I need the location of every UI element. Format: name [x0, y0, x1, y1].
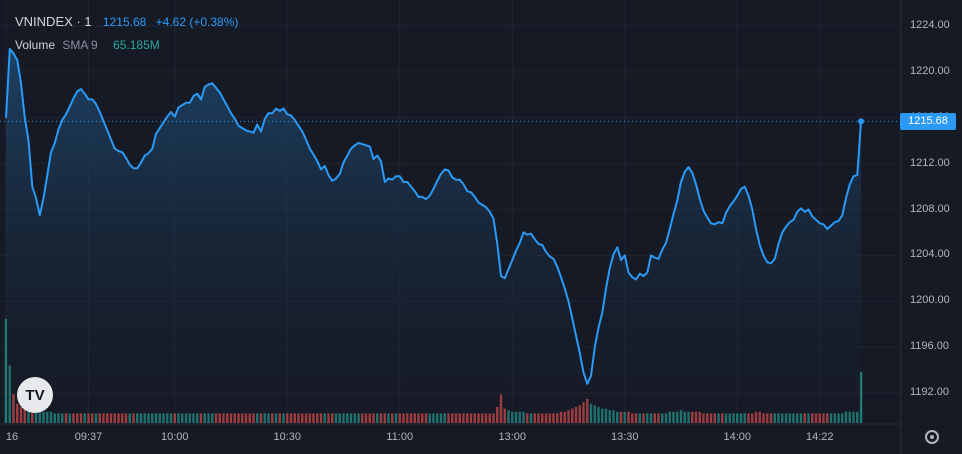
time-axis-label: 09:37 [74, 431, 103, 443]
legend-volume: Volume SMA 9 65.185M [15, 38, 160, 52]
gear-icon[interactable] [925, 430, 939, 444]
volume-value: 65.185M [113, 38, 160, 52]
last-price-dot [858, 118, 864, 125]
price-axis-label: 1200.00 [910, 294, 950, 307]
price-axis-label: 1204.00 [910, 248, 950, 261]
time-axis-label: 11:00 [386, 431, 414, 443]
volume-label[interactable]: Volume [15, 38, 56, 52]
price-axis-label: 1196.00 [910, 340, 949, 353]
time-axis-label: 14:22 [805, 431, 834, 443]
tradingview-logo-icon[interactable]: TV [17, 377, 53, 413]
price-axis-label: 1220.00 [910, 64, 950, 77]
last-price-tag: 1215.68 [900, 113, 956, 130]
time-axis-label: 13:00 [498, 431, 527, 443]
price-axis-label: 1192.00 [910, 386, 949, 398]
price-axis-label: 1212.00 [910, 156, 950, 169]
logo-text: TV [25, 386, 45, 404]
symbol-label[interactable]: VNINDEX · 1 [15, 14, 92, 29]
price-axis-label: 1224.00 [910, 19, 950, 31]
time-axis-label: 14:00 [723, 431, 752, 443]
price-axis-label: 1208.00 [910, 202, 950, 215]
price-area [6, 48, 861, 425]
last-price-value: 1215.68 [102, 15, 147, 29]
price-line [5, 47, 862, 385]
legend-main: VNINDEX · 1 1215.68 +4.62 (+0.38%) [15, 14, 238, 29]
volume-sma-label: SMA 9 [62, 38, 98, 52]
time-axis-label: 10:30 [273, 431, 302, 443]
time-axis-label: 13:30 [610, 431, 639, 443]
time-axis-label: 10:00 [160, 431, 189, 443]
time-axis-label: 16 [5, 431, 19, 443]
price-change-value: +4.62 (+0.38%) [155, 15, 239, 29]
